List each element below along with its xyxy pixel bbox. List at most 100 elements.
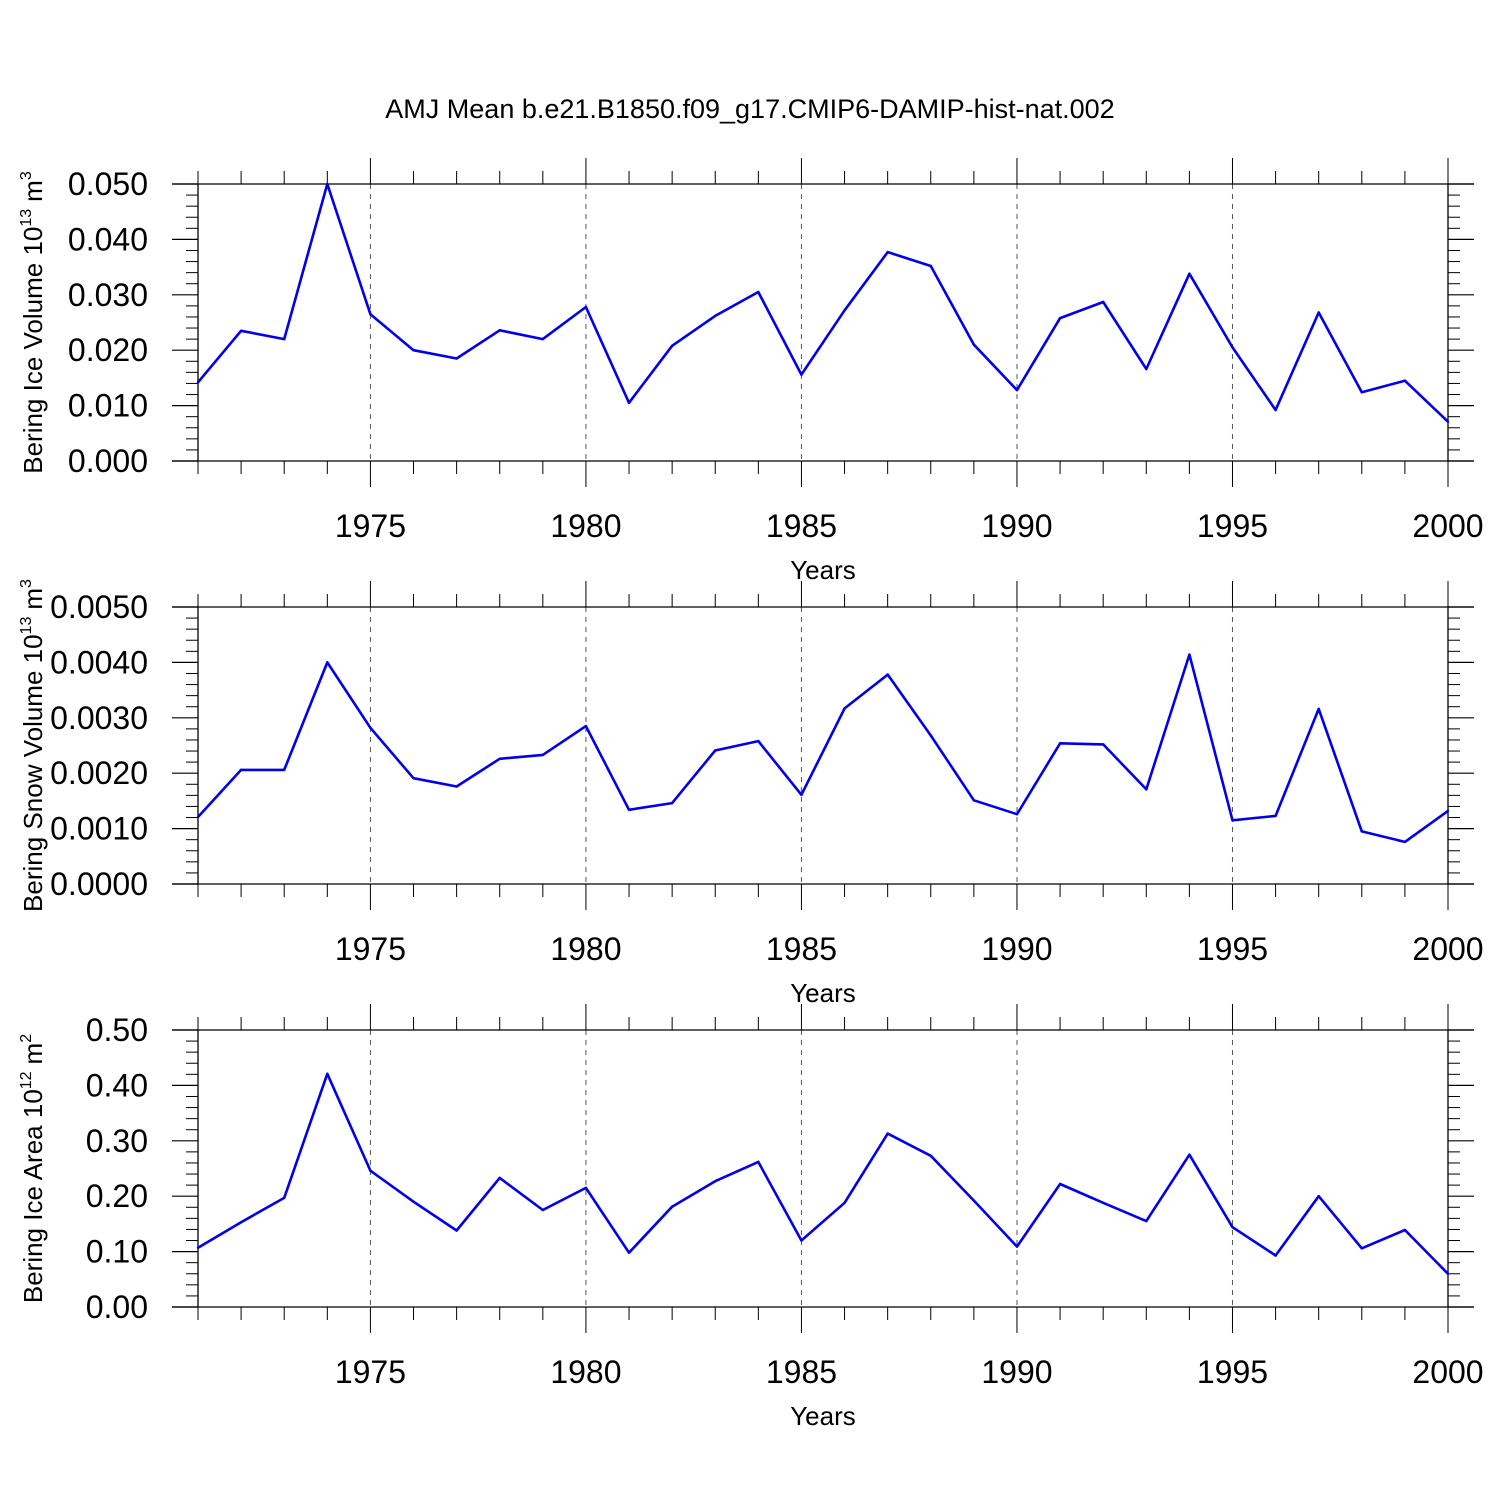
data-point-1972 <box>239 1221 243 1224</box>
data-point-1975 <box>369 726 372 729</box>
data-point-1981 <box>627 401 631 405</box>
data-point-1975 <box>369 312 372 316</box>
data-point-1977 <box>455 785 458 788</box>
x-tick-label-1995: 1995 <box>1197 508 1268 544</box>
data-point-1991 <box>1058 1182 1062 1186</box>
y-tick-label: 0.0030 <box>50 700 148 736</box>
data-point-1981 <box>627 1251 631 1254</box>
x-tick-label-1980: 1980 <box>550 508 621 544</box>
x-tick-label-2000: 2000 <box>1412 508 1483 544</box>
data-point-1997 <box>1317 1195 1320 1198</box>
data-point-1983 <box>714 1180 717 1183</box>
data-point-1996 <box>1274 1254 1277 1257</box>
data-point-1974 <box>326 182 329 186</box>
y-tick-label: 0.0050 <box>50 589 148 625</box>
y-tick-label: 0.040 <box>68 221 148 257</box>
x-axis-label: Years <box>790 555 856 585</box>
data-point-1999 <box>1403 1228 1407 1232</box>
x-tick-label-2000: 2000 <box>1412 1354 1483 1390</box>
data-point-1978 <box>498 329 501 332</box>
data-point-1993 <box>1145 788 1148 791</box>
data-point-1973 <box>283 337 286 341</box>
x-tick-label-1985: 1985 <box>766 508 837 544</box>
y-tick-label: 0.40 <box>86 1067 148 1103</box>
data-point-2000 <box>1446 1272 1450 1275</box>
data-point-1987 <box>886 1132 889 1135</box>
data-point-1994 <box>1188 272 1191 275</box>
data-point-1998 <box>1360 1247 1363 1250</box>
data-point-1990 <box>1015 812 1019 816</box>
data-point-1971 <box>196 1246 200 1249</box>
data-point-1971 <box>196 815 200 819</box>
y-axis-label: Bering Ice Area 1012m2 <box>18 1034 48 1303</box>
x-axis-label: Years <box>790 978 856 1008</box>
data-point-1973 <box>283 768 286 772</box>
data-point-1972 <box>239 768 243 772</box>
x-tick-label-1985: 1985 <box>766 931 837 967</box>
data-point-1988 <box>929 1154 932 1157</box>
y-tick-label: 0.50 <box>86 1012 148 1048</box>
y-tick-label: 0.0000 <box>50 866 148 902</box>
data-point-1998 <box>1360 391 1363 394</box>
x-tick-label-1975: 1975 <box>335 508 406 544</box>
data-point-1974 <box>326 1072 329 1075</box>
data-point-1992 <box>1101 743 1105 746</box>
data-point-1984 <box>757 739 760 743</box>
data-point-1995 <box>1231 1226 1234 1229</box>
data-point-1972 <box>239 329 243 333</box>
x-tick-label-1990: 1990 <box>981 1354 1052 1390</box>
data-point-1986 <box>843 309 846 312</box>
y-tick-label: 0.050 <box>68 166 148 202</box>
data-point-1987 <box>886 673 889 676</box>
data-point-2000 <box>1446 809 1450 813</box>
y-tick-label: 0.20 <box>86 1178 148 1214</box>
data-point-1977 <box>455 1229 458 1232</box>
data-point-2000 <box>1446 420 1450 423</box>
y-tick-label: 0.010 <box>68 388 148 424</box>
y-tick-label: 0.0010 <box>50 811 148 847</box>
data-point-1981 <box>627 808 631 811</box>
data-point-1978 <box>498 1176 501 1180</box>
panels: 0.000 0.010 0.020 0.030 0.040 0.050 1975 1980 19… <box>18 158 1484 1431</box>
panel-ice-volume: 0.000 0.010 0.020 0.030 0.040 0.050 1975 1980 19… <box>18 158 1484 585</box>
data-point-1988 <box>929 264 932 268</box>
data-point-1980 <box>584 724 588 728</box>
data-point-1987 <box>886 250 889 254</box>
data-point-1991 <box>1058 742 1062 745</box>
data-point-1999 <box>1403 379 1407 382</box>
data-point-1994 <box>1188 1153 1191 1156</box>
data-point-1978 <box>498 757 501 760</box>
panel-ice-area: 0.00 0.10 0.20 0.30 0.40 0.50 1975 1980 1985 1990… <box>18 1004 1484 1431</box>
y-tick-label: 0.030 <box>68 277 148 313</box>
x-tick-label-1995: 1995 <box>1197 1354 1268 1390</box>
x-tick-label-1975: 1975 <box>335 931 406 967</box>
data-point-1993 <box>1145 367 1148 371</box>
data-point-1979 <box>541 753 545 757</box>
data-point-1986 <box>843 1201 846 1205</box>
data-point-1998 <box>1360 830 1363 833</box>
data-point-1991 <box>1058 316 1062 320</box>
x-tick-label-1980: 1980 <box>550 1354 621 1390</box>
y-tick-label: 0.30 <box>86 1123 148 1159</box>
data-point-1989 <box>972 343 976 346</box>
data-point-1975 <box>369 1169 372 1172</box>
data-point-1984 <box>757 290 760 294</box>
x-tick-label-1995: 1995 <box>1197 931 1268 967</box>
x-tick-label-1975: 1975 <box>335 1354 406 1390</box>
data-point-1994 <box>1188 653 1191 656</box>
data-point-1983 <box>714 749 717 752</box>
data-point-1980 <box>584 1186 588 1190</box>
x-axis-label: Years <box>790 1401 856 1431</box>
y-tick-label: 0.0020 <box>50 755 148 791</box>
y-axis-label: Bering Ice Volume 1013m3 <box>18 171 48 474</box>
data-point-1984 <box>757 1160 760 1164</box>
x-tick-label-1985: 1985 <box>766 1354 837 1390</box>
data-point-1980 <box>584 305 588 309</box>
chart-title: AMJ Mean b.e21.B1850.f09_g17.CMIP6-DAMIP… <box>385 94 1114 124</box>
data-point-1976 <box>412 776 415 780</box>
data-point-1982 <box>670 344 674 347</box>
data-point-1993 <box>1145 1219 1148 1223</box>
data-point-1988 <box>929 734 932 737</box>
data-point-1986 <box>843 707 846 710</box>
